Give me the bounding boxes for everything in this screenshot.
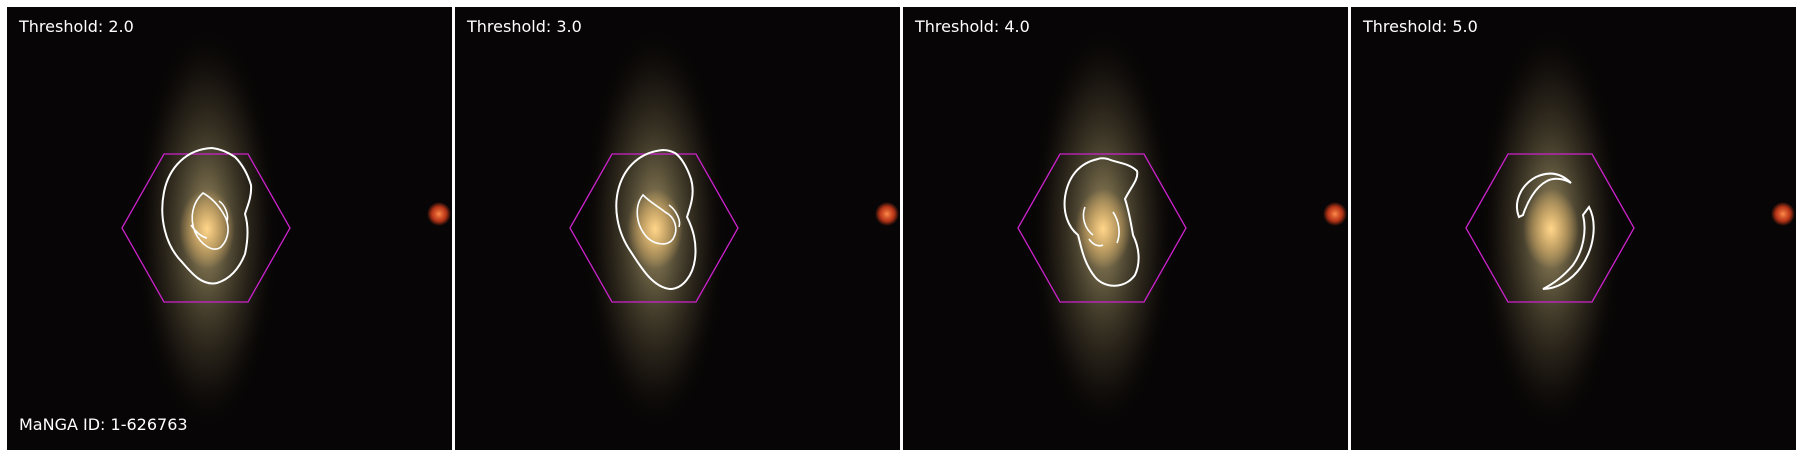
foreground-star <box>875 202 899 226</box>
galaxy-image <box>7 7 452 450</box>
galaxy-core <box>179 189 235 269</box>
foreground-star <box>427 202 451 226</box>
ifu-hexagon <box>569 153 739 303</box>
panel-title: Threshold: 4.0 <box>915 17 1030 36</box>
galaxy-core <box>1523 189 1579 269</box>
image-panel-3: Threshold: 4.0 <box>903 7 1348 450</box>
contour-inner <box>190 192 229 250</box>
contour-outer <box>161 146 253 285</box>
contour-inner <box>1082 206 1120 247</box>
image-panel-4: Threshold: 5.0 <box>1351 7 1796 450</box>
contour-arm-upper <box>1516 172 1572 219</box>
contour-arm-lower <box>1542 205 1595 290</box>
panel-title: Threshold: 5.0 <box>1363 17 1478 36</box>
galaxy-image <box>1351 7 1796 450</box>
panel-title: Threshold: 3.0 <box>467 17 582 36</box>
image-panel-2: Threshold: 3.0 <box>455 7 900 450</box>
ifu-hexagon <box>121 153 291 303</box>
contour-outer <box>1063 157 1140 287</box>
image-panel-1: Threshold: 2.0 MaNGA ID: 1-626763 <box>7 7 452 450</box>
ifu-hexagon <box>1465 153 1635 303</box>
panel-title: Threshold: 2.0 <box>19 17 134 36</box>
galaxy-image <box>455 7 900 450</box>
foreground-star <box>1323 202 1347 226</box>
ifu-hexagon <box>1017 153 1187 303</box>
contour-inner <box>636 193 681 245</box>
galaxy-image <box>903 7 1348 450</box>
foreground-star <box>1771 202 1795 226</box>
contour-outer <box>615 148 697 291</box>
galaxy-core <box>627 189 683 269</box>
galaxy-core <box>1075 189 1131 269</box>
manga-id-label: MaNGA ID: 1-626763 <box>19 415 188 434</box>
